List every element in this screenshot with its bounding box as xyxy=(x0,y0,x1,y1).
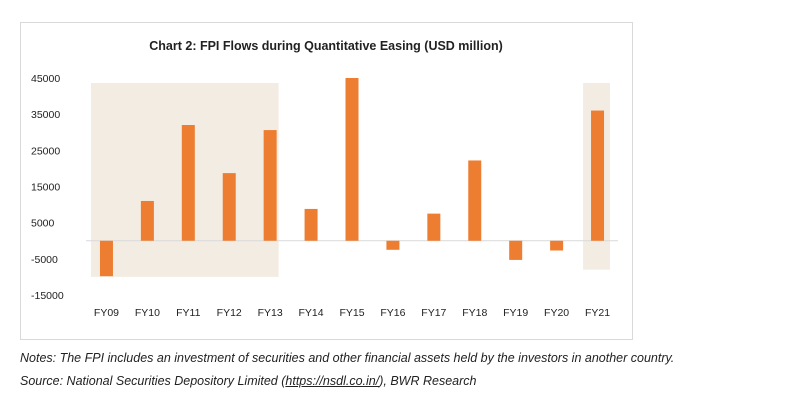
x-tick-label: FY12 xyxy=(217,307,242,319)
x-tick-label: FY16 xyxy=(380,307,405,319)
bar-fy21 xyxy=(591,110,605,241)
bar-fy13 xyxy=(263,130,277,241)
bar-fy11 xyxy=(181,125,195,241)
x-tick-label: FY15 xyxy=(339,307,364,319)
source-suffix: ), BWR Research xyxy=(379,374,477,388)
bar-fy16 xyxy=(386,240,400,250)
bar-fy14 xyxy=(304,208,318,241)
source-prefix: Source: National Securities Depository L… xyxy=(20,374,286,388)
y-tick-label: -15000 xyxy=(31,290,64,302)
y-tick-label: 35000 xyxy=(31,109,60,121)
y-tick-label: 25000 xyxy=(31,145,60,157)
x-tick-label: FY18 xyxy=(462,307,487,319)
y-tick-label: 5000 xyxy=(31,218,55,230)
y-tick-label: -5000 xyxy=(31,254,58,266)
bar-fy19 xyxy=(509,240,523,260)
bar-fy17 xyxy=(427,213,441,241)
notes-text: Notes: The FPI includes an investment of… xyxy=(20,351,674,365)
x-tick-label: FY19 xyxy=(503,307,528,319)
source-link[interactable]: https://nsdl.co.in/ xyxy=(285,374,380,388)
x-tick-label: FY17 xyxy=(421,307,446,319)
x-tick-label: FY09 xyxy=(94,307,119,319)
chart-frame: 45000 35000 25000 15000 5000 -5000 -15000 FY09… xyxy=(20,22,633,340)
x-tick-label: FY20 xyxy=(544,307,569,319)
bar-fy15 xyxy=(345,78,359,241)
bar-fy18 xyxy=(468,160,482,241)
x-tick-label: FY21 xyxy=(585,307,610,319)
notes-line: Notes: The FPI includes an investment of… xyxy=(20,351,675,365)
x-tick-label: FY10 xyxy=(135,307,160,319)
chart-title: Chart 2: FPI Flows during Quantitative E… xyxy=(149,39,503,53)
bar-fy09 xyxy=(99,240,113,277)
bar-fy12 xyxy=(222,173,236,241)
x-tick-label: FY13 xyxy=(258,307,283,319)
x-tick-label: FY11 xyxy=(176,307,200,319)
y-tick-label: 45000 xyxy=(31,73,60,85)
bar-fy20 xyxy=(550,240,564,251)
source-text: Source: National Securities Depository L… xyxy=(20,374,476,388)
y-tick-label: 15000 xyxy=(31,182,60,194)
bar-fy10 xyxy=(140,200,154,241)
x-tick-label: FY14 xyxy=(299,307,324,319)
fpi-bar-chart: 45000 35000 25000 15000 5000 -5000 -15000 FY09… xyxy=(31,39,618,319)
